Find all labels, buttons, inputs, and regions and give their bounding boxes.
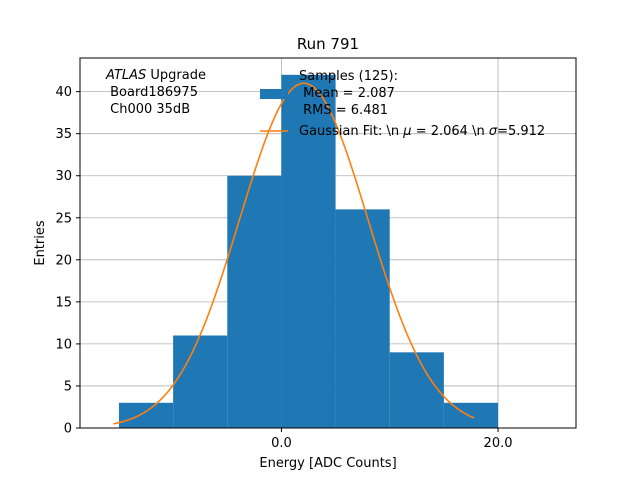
legend-fit-sigma: σ bbox=[489, 124, 498, 139]
legend-hist-line-2: Mean = 2.087 bbox=[299, 86, 395, 101]
chart-title: Run 791 bbox=[297, 35, 359, 53]
legend-fit-prefix: Gaussian Fit: \n bbox=[299, 124, 403, 139]
y-ticks: 0 5 10 15 20 25 30 35 40 bbox=[55, 85, 80, 437]
histogram-bar-3 bbox=[281, 74, 336, 429]
y-tick-label-7: 35 bbox=[55, 127, 72, 142]
y-tick-label-6: 30 bbox=[55, 169, 72, 184]
y-tick-label-3: 15 bbox=[55, 295, 72, 310]
annotation-channel: Ch000 35dB bbox=[106, 102, 190, 117]
fit-layer bbox=[113, 82, 475, 425]
x-tick-label-1: 20.0 bbox=[484, 436, 513, 451]
x-tick-label-0: 0.0 bbox=[271, 436, 292, 451]
y-tick-label-0: 0 bbox=[64, 422, 72, 437]
y-tick-label-2: 10 bbox=[55, 337, 72, 352]
x-ticks: 0.0 20.0 bbox=[271, 428, 513, 451]
histogram-bar-5 bbox=[389, 352, 444, 428]
histogram-bar-6 bbox=[443, 402, 499, 428]
annotation-experiment-line: ATLAS Upgrade bbox=[105, 68, 206, 83]
histogram-bar-2 bbox=[227, 175, 282, 428]
histogram-bar-4 bbox=[335, 209, 390, 428]
y-tick-label-5: 25 bbox=[55, 211, 72, 226]
legend-hist-line-3: RMS = 6.481 bbox=[299, 103, 388, 118]
atlas-annotation: ATLAS Upgrade Board186975 Ch000 35dB bbox=[105, 68, 206, 117]
annotation-board: Board186975 bbox=[106, 85, 198, 100]
bars-layer bbox=[118, 74, 499, 429]
legend-fit-mid: = 2.064 \n bbox=[412, 124, 489, 139]
histogram-bar-0 bbox=[118, 402, 174, 428]
gaussian-fit-curve bbox=[113, 82, 475, 425]
annotation-experiment-suffix: Upgrade bbox=[146, 68, 206, 83]
y-tick-label-4: 20 bbox=[55, 253, 72, 268]
x-axis-label: Energy [ADC Counts] bbox=[259, 456, 396, 471]
legend: Samples (125): Mean = 2.087 RMS = 6.481 … bbox=[260, 69, 545, 139]
legend-hist-line-1: Samples (125): bbox=[299, 69, 398, 84]
legend-fit-suffix: =5.912 bbox=[497, 124, 545, 139]
y-tick-label-1: 5 bbox=[64, 379, 72, 394]
plot-frame bbox=[79, 57, 577, 429]
y-axis-label: Entries bbox=[33, 220, 48, 266]
legend-fit-label: Gaussian Fit: \n μ = 2.064 \n σ=5.912 bbox=[299, 124, 545, 139]
histogram-bar-1 bbox=[173, 335, 228, 428]
y-tick-label-8: 40 bbox=[55, 85, 72, 100]
legend-fit-mu: μ bbox=[402, 124, 411, 139]
annotation-experiment: ATLAS bbox=[105, 68, 146, 83]
legend-hist-swatch bbox=[260, 89, 288, 99]
